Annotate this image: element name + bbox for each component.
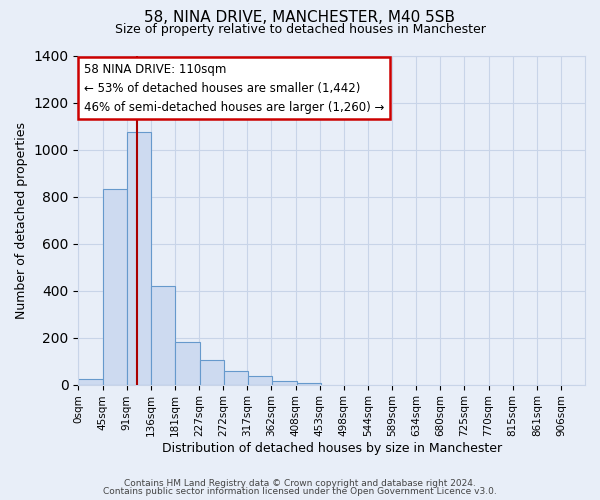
- Text: 58, NINA DRIVE, MANCHESTER, M40 5SB: 58, NINA DRIVE, MANCHESTER, M40 5SB: [145, 10, 455, 25]
- Y-axis label: Number of detached properties: Number of detached properties: [15, 122, 28, 318]
- Text: Contains public sector information licensed under the Open Government Licence v3: Contains public sector information licen…: [103, 487, 497, 496]
- Bar: [175, 342, 200, 384]
- Text: 58 NINA DRIVE: 110sqm
← 53% of detached houses are smaller (1,442)
46% of semi-d: 58 NINA DRIVE: 110sqm ← 53% of detached …: [84, 62, 384, 114]
- Bar: [127, 132, 151, 384]
- Text: Contains HM Land Registry data © Crown copyright and database right 2024.: Contains HM Land Registry data © Crown c…: [124, 478, 476, 488]
- Bar: [79, 378, 103, 384]
- X-axis label: Distribution of detached houses by size in Manchester: Distribution of detached houses by size …: [161, 442, 502, 455]
- Bar: [103, 190, 127, 384]
- Bar: [248, 376, 272, 384]
- Bar: [224, 371, 248, 384]
- Text: Size of property relative to detached houses in Manchester: Size of property relative to detached ho…: [115, 22, 485, 36]
- Bar: [272, 380, 296, 384]
- Bar: [151, 286, 175, 384]
- Bar: [200, 360, 224, 384]
